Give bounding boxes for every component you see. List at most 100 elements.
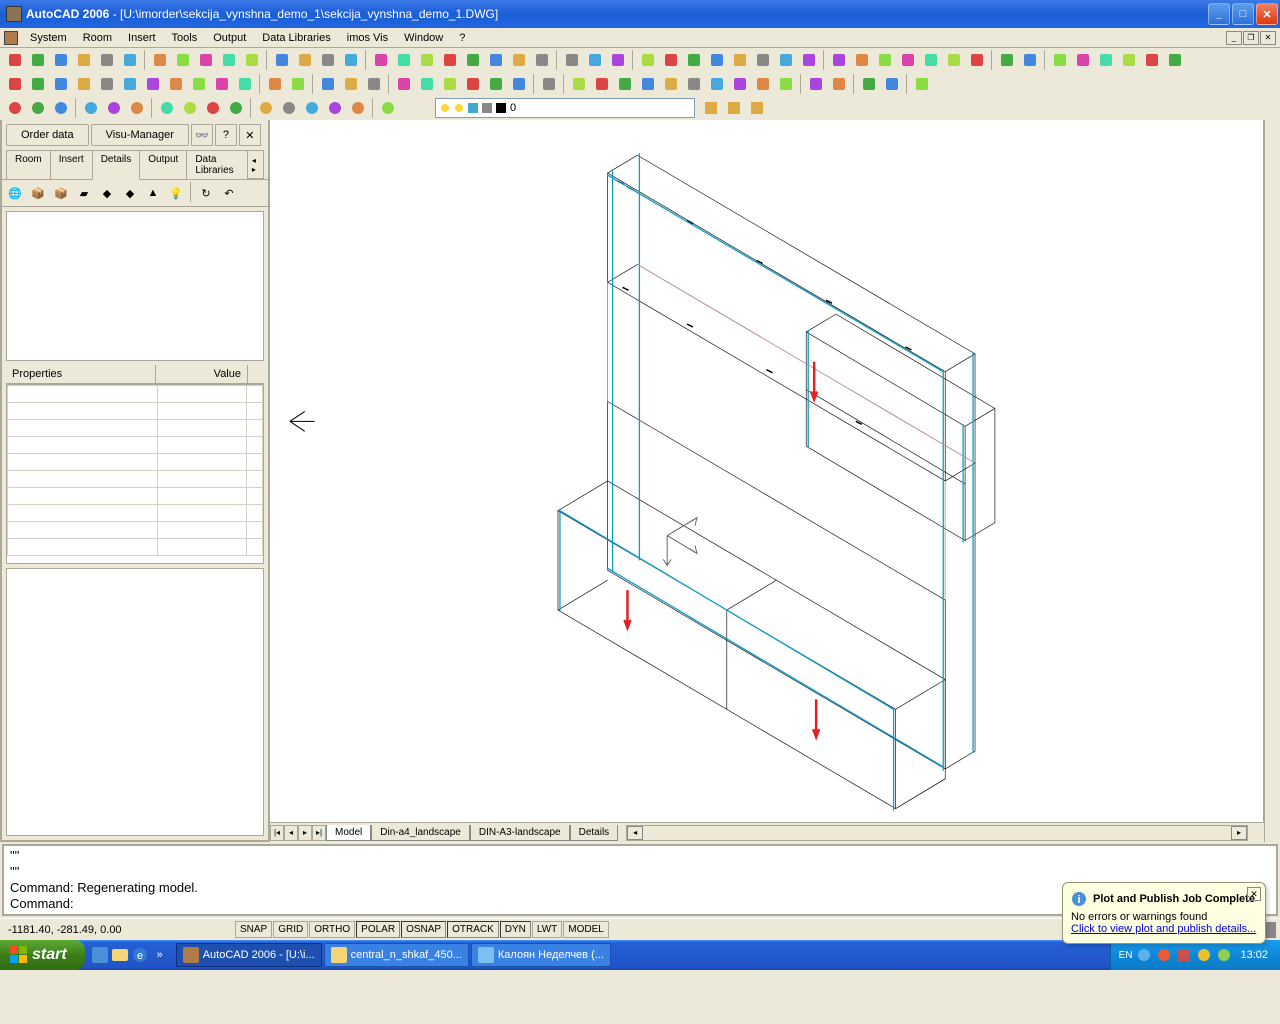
menu-tools[interactable]: Tools (164, 30, 206, 46)
toolbar-button[interactable] (4, 97, 26, 119)
panel-close-icon[interactable]: ✕ (239, 124, 261, 146)
status-toggle-polar[interactable]: POLAR (356, 921, 400, 938)
toolbar-button[interactable] (920, 49, 942, 71)
toolbar-button[interactable] (50, 97, 72, 119)
toolbar-button[interactable] (568, 73, 590, 95)
toolbar-button[interactable] (202, 97, 224, 119)
status-toggle-grid[interactable]: GRID (273, 921, 308, 938)
layout-tab-model[interactable]: Model (326, 825, 371, 841)
toolbar-button[interactable] (142, 73, 164, 95)
menu-insert[interactable]: Insert (120, 30, 164, 46)
toolbar-button[interactable] (287, 73, 309, 95)
tab-nav-prev[interactable]: ◂ (284, 825, 298, 841)
toolbar-button[interactable] (752, 73, 774, 95)
toolbar-button[interactable] (943, 49, 965, 71)
tray-icon-3[interactable] (1176, 947, 1192, 963)
toolbar-button[interactable] (179, 97, 201, 119)
notification-close-icon[interactable]: ✕ (1247, 887, 1261, 901)
layout-tab-details[interactable]: Details (570, 825, 619, 841)
tray-icon-5[interactable] (1216, 947, 1232, 963)
toolbar-button[interactable] (591, 73, 613, 95)
toolbar-button[interactable] (897, 49, 919, 71)
toolbar-button[interactable] (858, 73, 880, 95)
side-tab-output[interactable]: Output (139, 150, 187, 179)
taskbar-task[interactable]: central_n_shkaf_450... (324, 943, 469, 967)
toolbar-button[interactable] (393, 73, 415, 95)
toolbar-button[interactable] (828, 49, 850, 71)
toolbar-button[interactable] (508, 73, 530, 95)
toolbar-button[interactable] (874, 49, 896, 71)
toolbar-button[interactable] (126, 97, 148, 119)
toolbar-button[interactable] (1164, 49, 1186, 71)
toolbar-button[interactable] (485, 73, 507, 95)
toolbar-button[interactable] (50, 49, 72, 71)
mdi-close[interactable]: ✕ (1260, 31, 1276, 45)
visu-manager-button[interactable]: Visu-Manager (91, 124, 189, 146)
menu-imos-vis[interactable]: imos Vis (339, 30, 396, 46)
toolbar-button[interactable] (723, 97, 745, 119)
toolbar-button[interactable] (301, 97, 323, 119)
menu-system[interactable]: System (22, 30, 75, 46)
toolbar-button[interactable] (96, 73, 118, 95)
menu-room[interactable]: Room (75, 30, 120, 46)
toolbar-button[interactable] (73, 49, 95, 71)
toolbar-button[interactable] (218, 49, 240, 71)
side-toolbar-button[interactable]: ▰ (73, 182, 95, 204)
toolbar-button[interactable] (27, 49, 49, 71)
status-toggle-snap[interactable]: SNAP (235, 921, 272, 938)
ql-ie-icon[interactable]: e (131, 944, 149, 966)
side-tab-data-libraries[interactable]: Data Libraries (186, 150, 248, 179)
toolbar-button[interactable] (1141, 49, 1163, 71)
tab-nav-first[interactable]: |◂ (270, 825, 284, 841)
toolbar-button[interactable] (706, 73, 728, 95)
toolbar-button[interactable] (225, 97, 247, 119)
tab-nav-next[interactable]: ▸ (298, 825, 312, 841)
side-toolbar-button[interactable]: 📦 (27, 182, 49, 204)
tray-icon-4[interactable] (1196, 947, 1212, 963)
toolbar-button[interactable] (775, 49, 797, 71)
ql-chevron-icon[interactable]: » (151, 944, 169, 966)
side-tab-details[interactable]: Details (92, 150, 141, 180)
toolbar-button[interactable] (73, 73, 95, 95)
toolbar-button[interactable] (172, 49, 194, 71)
v-scrollbar[interactable] (1264, 120, 1280, 842)
toolbar-button[interactable] (393, 49, 415, 71)
status-toggle-ortho[interactable]: ORTHO (309, 921, 355, 938)
toolbar-button[interactable] (729, 73, 751, 95)
taskbar-task[interactable]: Калоян Неделчев (... (471, 943, 611, 967)
toolbar-button[interactable] (775, 73, 797, 95)
menu-data-libraries[interactable]: Data Libraries (254, 30, 338, 46)
toolbar-button[interactable] (439, 73, 461, 95)
toolbar-button[interactable] (462, 49, 484, 71)
side-toolbar-button[interactable]: ◆ (96, 182, 118, 204)
toolbar-button[interactable] (637, 73, 659, 95)
status-toggle-lwt[interactable]: LWT (532, 921, 562, 938)
toolbar-button[interactable] (508, 49, 530, 71)
properties-grid[interactable] (6, 384, 264, 564)
toolbar-button[interactable] (241, 49, 263, 71)
side-tab-room[interactable]: Room (6, 150, 51, 179)
toolbar-button[interactable] (561, 49, 583, 71)
toolbar-button[interactable] (363, 73, 385, 95)
layout-tab-din-a4_landscape[interactable]: Din-a4_landscape (371, 825, 470, 841)
toolbar-button[interactable] (4, 49, 26, 71)
toolbar-button[interactable] (881, 73, 903, 95)
toolbar-button[interactable] (966, 49, 988, 71)
menu-window[interactable]: Window (396, 30, 451, 46)
toolbar-button[interactable] (462, 73, 484, 95)
order-data-button[interactable]: Order data (6, 124, 89, 146)
status-toggle-otrack[interactable]: OTRACK (447, 921, 499, 938)
toolbar-button[interactable] (278, 97, 300, 119)
side-toolbar-button[interactable]: 🌐 (4, 182, 26, 204)
toolbar-button[interactable] (828, 73, 850, 95)
start-button[interactable]: start (0, 940, 85, 970)
status-toggle-osnap[interactable]: OSNAP (401, 921, 446, 938)
notification-link[interactable]: Click to view plot and publish details..… (1071, 923, 1257, 935)
menu-output[interactable]: Output (205, 30, 254, 46)
toolbar-button[interactable] (188, 73, 210, 95)
toolbar-button[interactable] (746, 97, 768, 119)
tray-icon-2[interactable] (1156, 947, 1172, 963)
toolbar-button[interactable] (234, 73, 256, 95)
side-panel-tree[interactable] (6, 211, 264, 361)
toolbar-button[interactable] (119, 73, 141, 95)
